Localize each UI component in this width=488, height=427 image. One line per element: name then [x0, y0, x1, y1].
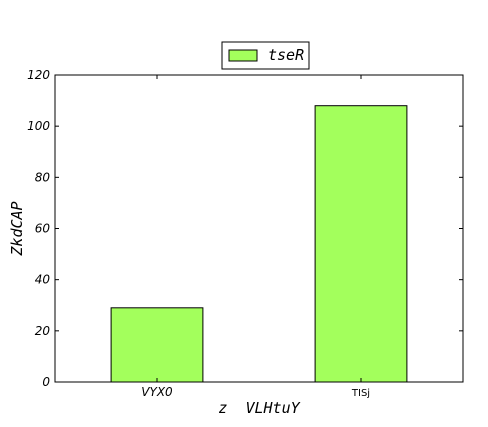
- y-tick-label: 60: [35, 222, 51, 236]
- y-tick-label: 0: [42, 375, 50, 389]
- y-axis-title: ZkdCAP: [8, 201, 26, 256]
- y-tick-label: 20: [35, 324, 51, 338]
- y-tick-label: 80: [35, 170, 51, 184]
- y-tick-label: 100: [27, 119, 50, 133]
- x-tick-label-VYX0: VYX0: [141, 385, 173, 399]
- legend-swatch: [228, 49, 258, 62]
- y-tick-label: 40: [35, 273, 51, 287]
- bar-TISj: [314, 105, 408, 383]
- legend-label-tseR: tseR: [268, 46, 304, 64]
- y-axis-ticks: 0 20 40 60 80 100 120: [27, 68, 463, 389]
- bars-layer: [110, 105, 408, 383]
- y-tick-label: 120: [27, 68, 50, 82]
- legend: tseR: [221, 41, 310, 70]
- x-axis-ticks: VYX0 TISj: [141, 75, 370, 399]
- bar-VYX0: [110, 307, 204, 383]
- x-axis-title: z VLHtuY: [218, 399, 300, 417]
- x-tick-label-TISj: TISj: [351, 388, 370, 399]
